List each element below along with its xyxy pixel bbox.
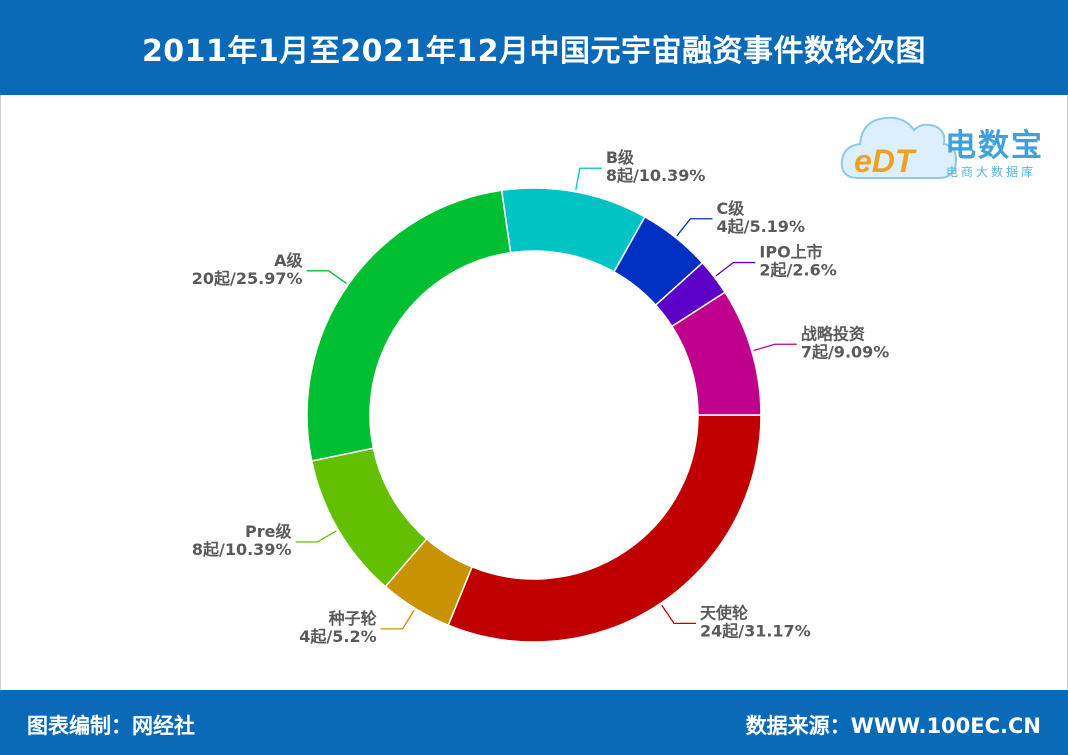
- slice-label-value-7: 7起/9.09%: [801, 342, 890, 361]
- title-banner: 2011年1月至2021年12月中国元宇宙融资事件数轮次图: [0, 0, 1068, 95]
- slice-label-value-6: 2起/2.6%: [759, 261, 836, 280]
- slice-label-value-1: 4起/5.2%: [299, 627, 376, 646]
- leader-line-2: [295, 530, 337, 543]
- slice-label-name-5: C级: [716, 199, 745, 218]
- logo-brand-text: 电数宝: [945, 128, 1044, 164]
- slice-label-value-5: 4起/5.19%: [716, 217, 805, 236]
- leader-line-5: [676, 218, 713, 237]
- slice-3: [306, 189, 512, 462]
- leader-line-0: [661, 604, 696, 624]
- slice-label-value-0: 24起/31.17%: [700, 621, 811, 640]
- chart-title: 2011年1月至2021年12月中国元宇宙融资事件数轮次图: [141, 33, 927, 69]
- slice-label-name-1: 种子轮: [328, 609, 377, 628]
- slice-label-name-7: 战略投资: [801, 324, 865, 343]
- cloud-logo-icon: eDT: [840, 116, 958, 179]
- leader-line-4: [575, 167, 602, 190]
- footer-banner: 图表编制：网经社 数据来源：WWW.100EC.CN: [0, 690, 1068, 755]
- slice-label-name-4: B级: [606, 148, 635, 167]
- logo-mark: eDT: [854, 143, 917, 179]
- slice-label-name-6: IPO上市: [759, 243, 822, 262]
- slice-label-value-2: 8起/10.39%: [192, 540, 292, 559]
- leader-line-3: [306, 270, 347, 284]
- slice-label-name-0: 天使轮: [700, 603, 748, 622]
- leader-line-1: [380, 609, 415, 630]
- logo-subtitle: 电商大数据库: [946, 165, 1037, 179]
- slice-label-name-2: Pre级: [245, 522, 292, 541]
- slice-7: [670, 291, 762, 416]
- footer-source: 数据来源：WWW.100EC.CN: [745, 714, 1041, 738]
- leader-line-6: [715, 261, 756, 277]
- slice-label-value-3: 20起/25.97%: [192, 269, 303, 288]
- slice-label-name-3: A级: [274, 251, 303, 270]
- leader-line-7: [753, 343, 797, 352]
- slice-0: [447, 414, 762, 643]
- donut-chart: 天使轮24起/31.17%种子轮4起/5.2%Pre级8起/10.39%A级20…: [192, 148, 890, 646]
- slice-label-value-4: 8起/10.39%: [606, 166, 706, 185]
- footer-compiler: 图表编制：网经社: [27, 714, 195, 738]
